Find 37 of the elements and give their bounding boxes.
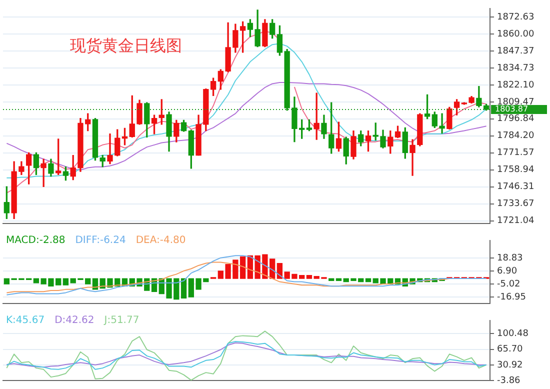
bar (62, 278, 69, 286)
text: DEA:-4.80 (136, 235, 186, 246)
bar (328, 278, 334, 282)
bar (306, 274, 312, 279)
text: D:42.62 (54, 315, 94, 326)
y-tick-label: 1847.37 (497, 46, 534, 56)
y-tick-label: 6.90 (497, 266, 518, 276)
y-tick-label: 1822.10 (497, 80, 534, 90)
bar (336, 278, 342, 282)
y-tick-label: 1784.20 (497, 131, 534, 142)
text: 现货黄金日线图 (70, 36, 182, 57)
y-tick-label: 1733.67 (497, 199, 534, 210)
y-tick-label: -3.86 (497, 376, 521, 386)
y-tick-label: 1758.94 (497, 165, 534, 176)
y-tick-label: -16.95 (497, 292, 526, 302)
text: DIFF:-6.24 (75, 235, 126, 246)
bar (180, 278, 187, 298)
y-tick-label: 100.48 (497, 329, 529, 340)
ref-line-label: 1803.87 (495, 104, 528, 114)
y-tick-label: 1796.84 (497, 114, 534, 124)
y-tick-label: 1771.57 (497, 148, 534, 158)
bar (276, 262, 283, 279)
y-tick-label: 1872.63 (497, 12, 534, 22)
y-tick-label: 1834.73 (497, 63, 534, 74)
text: K:45.67 (6, 315, 45, 326)
y-tick-label: 1746.31 (497, 182, 534, 192)
y-tick-label: 30.92 (497, 360, 523, 370)
bar (33, 278, 40, 284)
bar (365, 278, 372, 282)
text: MACD:-2.88 (6, 235, 66, 246)
y-tick-label: 65.70 (497, 344, 524, 355)
y-tick-label: 1721.04 (497, 216, 534, 226)
y-tick-label: 1860.00 (497, 29, 534, 40)
y-tick-label: -5.02 (497, 279, 520, 290)
series-label: J:51.77 (104, 315, 140, 326)
y-tick-label: 18.83 (497, 253, 523, 264)
bar (92, 278, 98, 290)
